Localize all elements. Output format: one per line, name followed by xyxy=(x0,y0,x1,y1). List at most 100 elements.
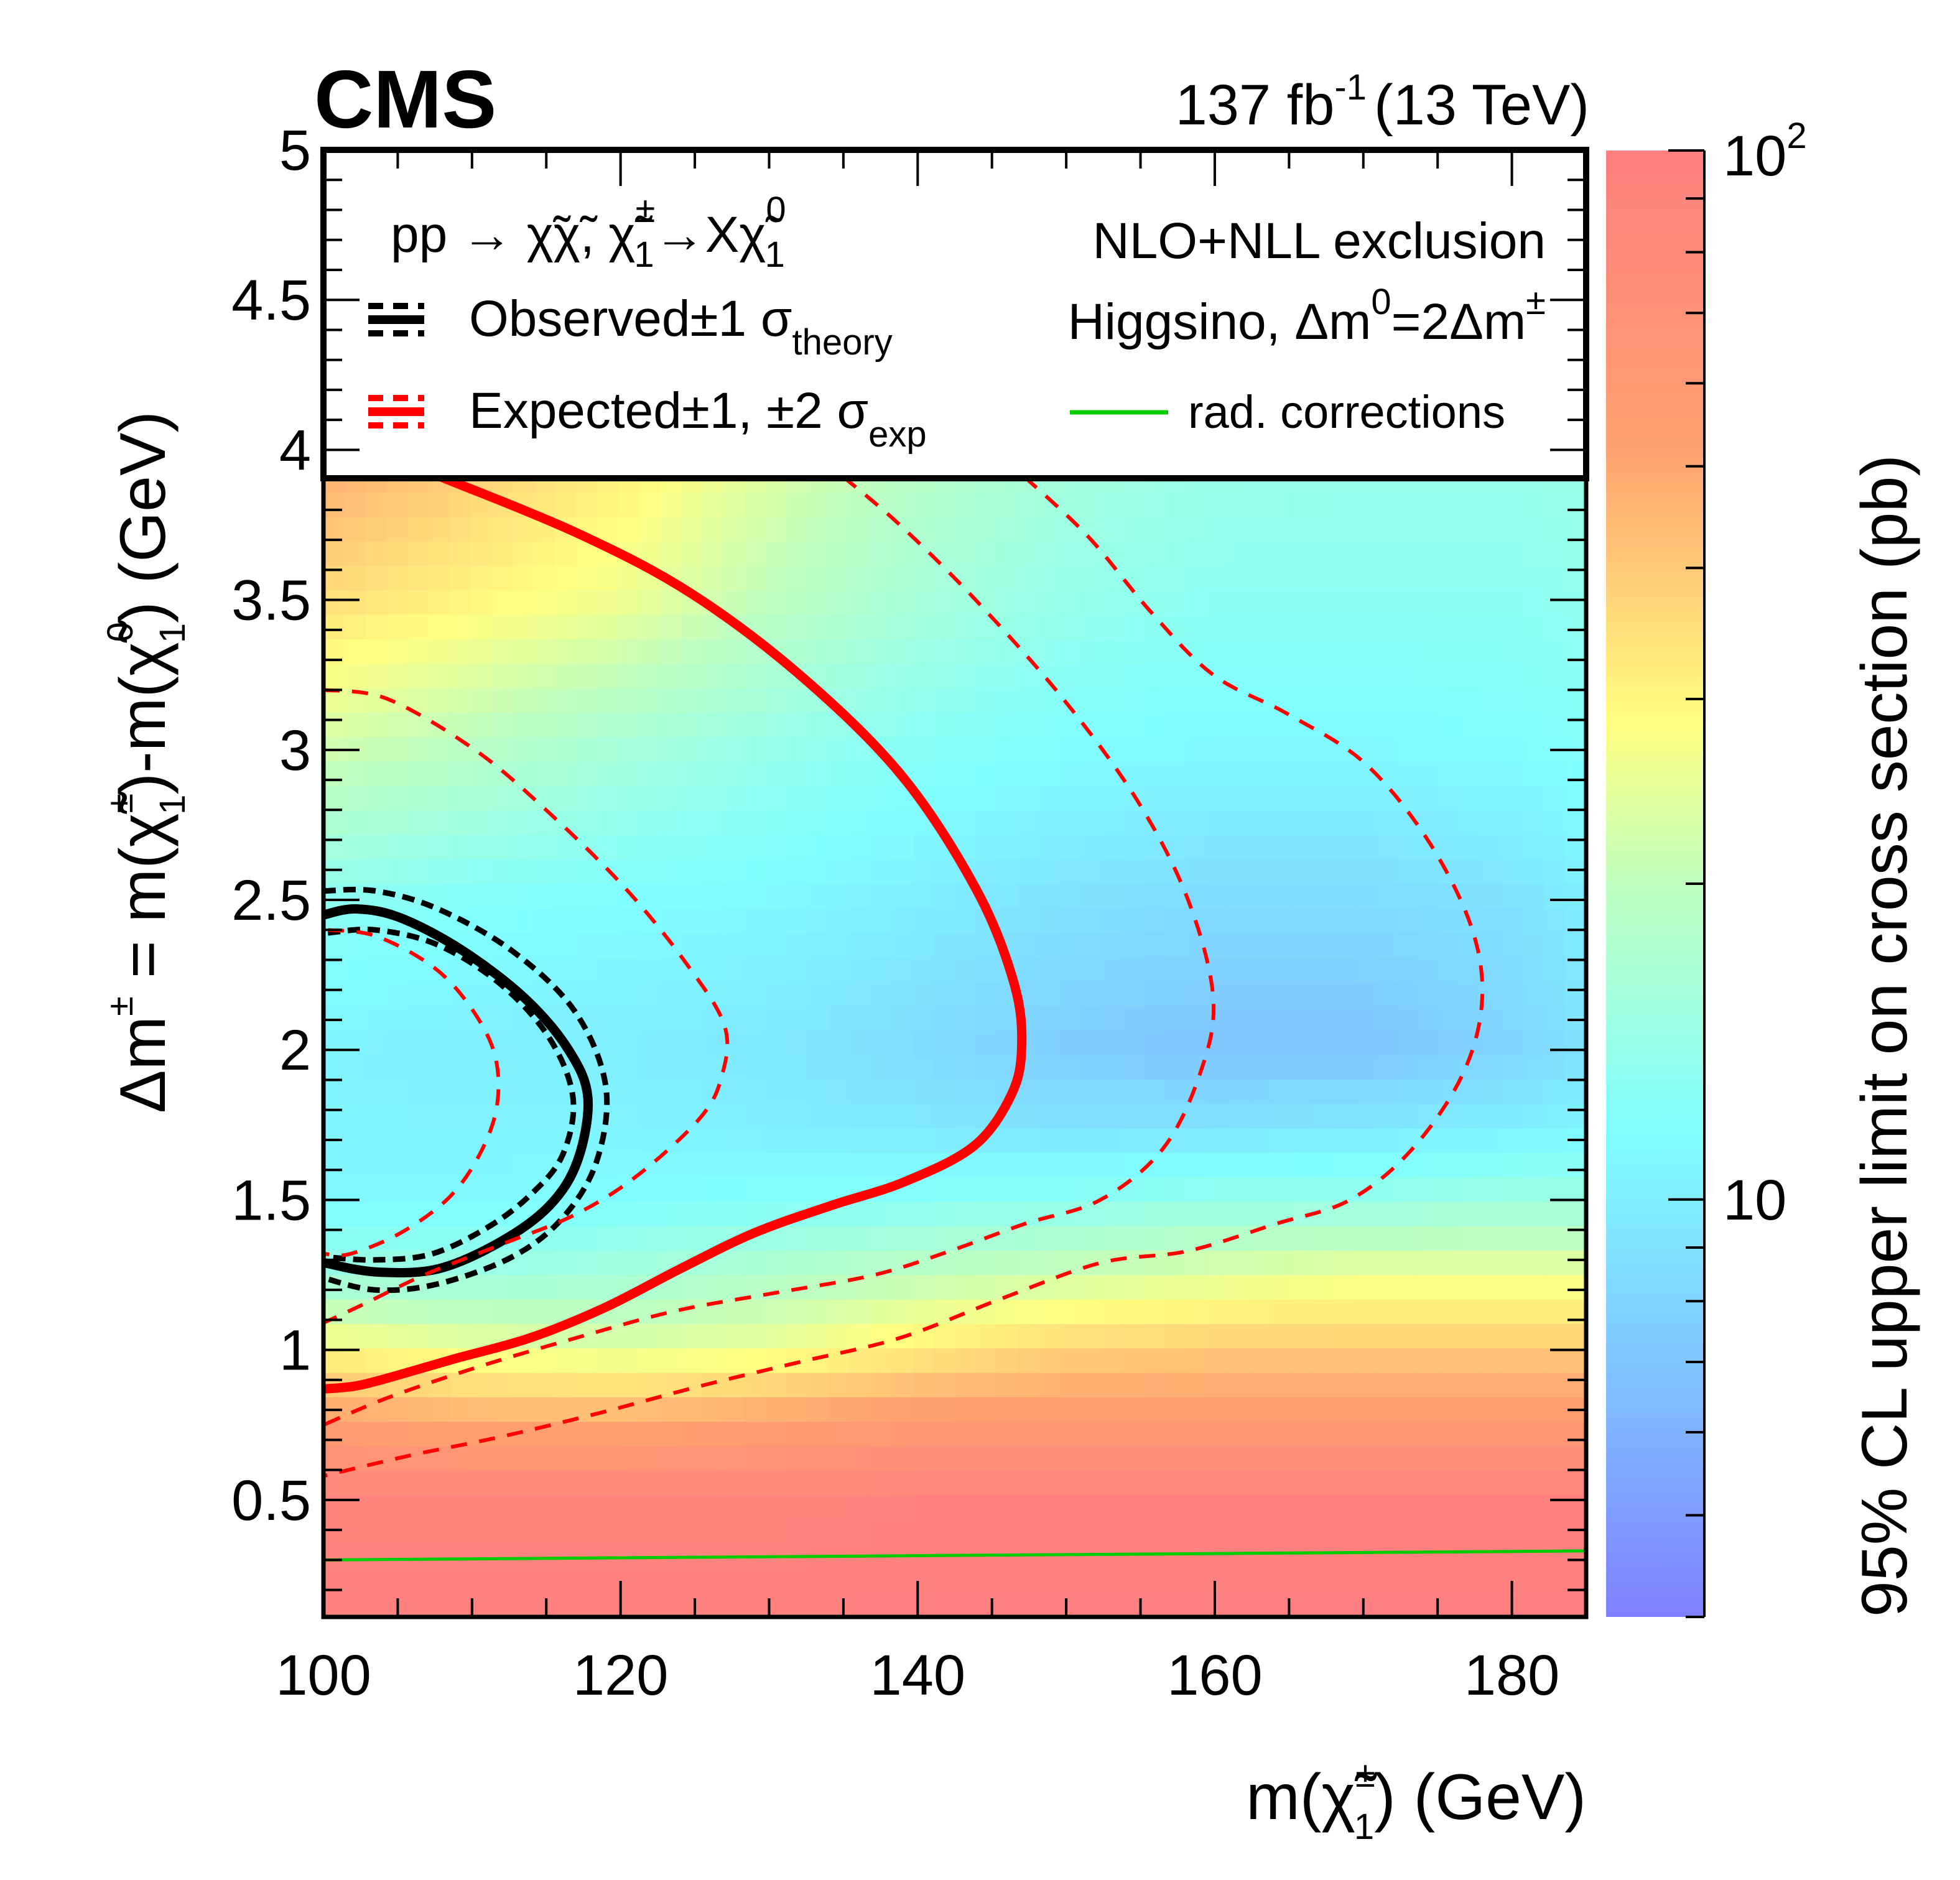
heatmap-cell xyxy=(365,981,388,1006)
heatmap-cell xyxy=(786,1006,808,1031)
heatmap-cell xyxy=(1186,1250,1208,1276)
heatmap-cell xyxy=(955,785,977,811)
heatmap-cell xyxy=(1312,1225,1334,1251)
heatmap-cell xyxy=(1523,1201,1545,1226)
heatmap-cell xyxy=(618,1494,640,1520)
heatmap-cell xyxy=(407,1445,429,1471)
heatmap-cell xyxy=(323,516,345,542)
heatmap-cell xyxy=(1081,859,1103,884)
heatmap-cell xyxy=(1228,1470,1250,1496)
heatmap-cell xyxy=(1334,1445,1355,1471)
heatmap-cell xyxy=(1354,688,1377,713)
heatmap-cell xyxy=(1270,1250,1293,1276)
heatmap-cell xyxy=(1523,1128,1545,1153)
heatmap-cell xyxy=(996,1372,1019,1397)
heatmap-cell xyxy=(1565,1445,1586,1471)
heatmap-cell xyxy=(513,956,535,982)
heatmap-cell xyxy=(407,663,429,688)
heatmap-cell xyxy=(1060,1030,1082,1055)
heatmap-cell xyxy=(618,1372,640,1397)
heatmap-cell xyxy=(576,1397,598,1422)
heatmap-cell xyxy=(1081,1103,1103,1129)
heatmap-cell xyxy=(1249,565,1271,591)
heatmap-cell xyxy=(1375,1128,1398,1153)
heatmap-cell xyxy=(1060,956,1082,982)
heatmap-cell xyxy=(1502,712,1524,738)
heatmap-cell xyxy=(1523,932,1545,958)
heatmap-cell xyxy=(891,614,914,640)
heatmap-cell xyxy=(702,1519,724,1544)
heatmap-cell xyxy=(934,907,955,933)
heatmap-cell xyxy=(955,663,977,688)
heatmap-cell xyxy=(1060,1348,1082,1373)
heatmap-cell xyxy=(1312,639,1334,664)
heatmap-cell xyxy=(1502,956,1524,982)
heatmap-cell xyxy=(807,1128,829,1153)
heatmap-cell xyxy=(450,1544,471,1569)
heatmap-cell xyxy=(1565,932,1586,958)
heatmap-cell xyxy=(765,981,787,1006)
heatmap-cell xyxy=(1312,541,1334,567)
heatmap-cell xyxy=(913,614,934,640)
heatmap-cell xyxy=(1502,810,1524,835)
heatmap-cell xyxy=(1396,1568,1419,1593)
heatmap-cell xyxy=(344,1201,366,1226)
heatmap-cell xyxy=(429,1470,450,1496)
heatmap-cell xyxy=(1291,785,1313,811)
heatmap-cell xyxy=(1396,736,1419,762)
heatmap-cell xyxy=(849,639,871,664)
heatmap-cell xyxy=(1334,688,1355,713)
heatmap-cell xyxy=(491,1079,514,1104)
heatmap-cell xyxy=(955,956,977,982)
heatmap-cell xyxy=(576,810,598,835)
heatmap-cell xyxy=(1439,761,1461,786)
heatmap-cell xyxy=(1270,859,1293,884)
heatmap-cell xyxy=(1375,639,1398,664)
heatmap-cell xyxy=(1186,541,1208,567)
heatmap-cell xyxy=(1418,688,1439,713)
heatmap-cell xyxy=(786,1177,808,1202)
heatmap-cell xyxy=(1144,883,1166,909)
heatmap-cell xyxy=(1144,981,1166,1006)
heatmap-cell xyxy=(1018,1250,1040,1276)
heatmap-cell xyxy=(1439,712,1461,738)
heatmap-cell xyxy=(1165,1201,1187,1226)
heatmap-cell xyxy=(1249,932,1271,958)
heatmap-cell xyxy=(344,590,366,615)
heatmap-cell xyxy=(660,810,682,835)
heatmap-cell xyxy=(1291,541,1313,567)
heatmap-cell xyxy=(597,1421,619,1447)
heatmap-cell xyxy=(407,736,429,762)
heatmap-cell xyxy=(1165,492,1187,517)
heatmap-cell xyxy=(1228,614,1250,640)
heatmap-cell xyxy=(1544,1006,1566,1031)
heatmap-cell xyxy=(1207,1250,1229,1276)
heatmap-cell xyxy=(849,1054,871,1080)
heatmap-cell xyxy=(913,492,934,517)
heatmap-cell xyxy=(849,785,871,811)
heatmap-cell xyxy=(765,761,787,786)
heatmap-cell xyxy=(807,1470,829,1496)
heatmap-cell xyxy=(1439,590,1461,615)
heatmap-cell xyxy=(1396,565,1419,591)
heatmap-cell xyxy=(365,712,388,738)
heatmap-cell xyxy=(1334,565,1355,591)
heatmap-cell xyxy=(344,1006,366,1031)
heatmap-cell xyxy=(429,1299,450,1324)
heatmap-cell xyxy=(1480,932,1503,958)
heatmap-cell xyxy=(1334,810,1355,835)
heatmap-cell xyxy=(955,639,977,664)
heatmap-cell xyxy=(913,712,934,738)
heatmap-cell xyxy=(1207,1372,1229,1397)
heatmap-cell xyxy=(1018,1397,1040,1422)
heatmap-cell xyxy=(1081,1006,1103,1031)
y-tick-label: 2 xyxy=(279,1019,311,1082)
heatmap-cell xyxy=(513,1470,535,1496)
heatmap-cell xyxy=(975,956,998,982)
heatmap-cell xyxy=(765,712,787,738)
heatmap-cell xyxy=(807,541,829,567)
heatmap-cell xyxy=(934,1372,955,1397)
heatmap-cell xyxy=(870,1079,893,1104)
heatmap-cell xyxy=(955,712,977,738)
heatmap-cell xyxy=(744,516,766,542)
